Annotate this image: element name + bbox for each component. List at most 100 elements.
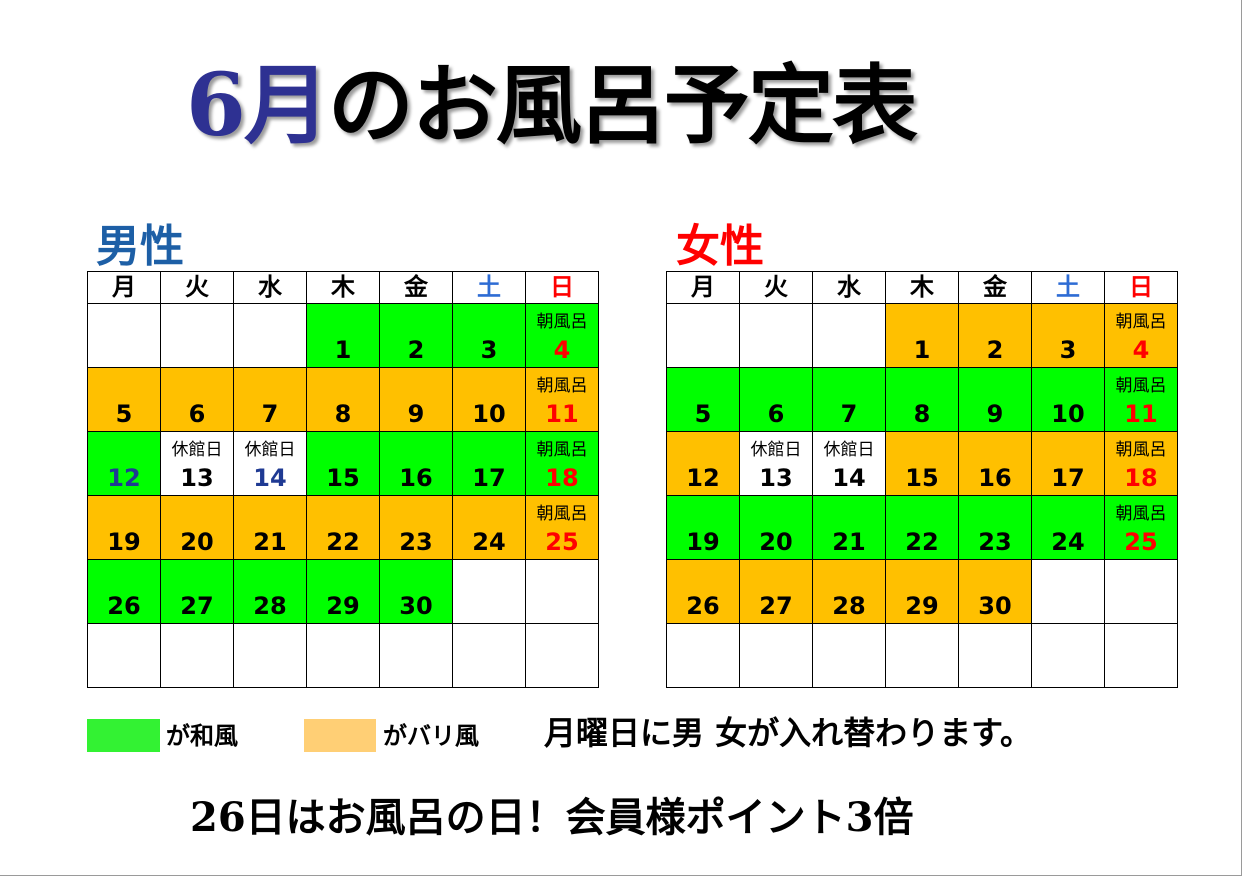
calendar-day-cell: 3	[452, 303, 526, 368]
calendar-day-cell	[812, 623, 886, 688]
day-number: 27	[180, 592, 214, 620]
day-number: 12	[686, 464, 720, 492]
calendar-week-row: 12 休館日 13 休館日 14 15 16 17 朝風呂 18	[666, 431, 1178, 496]
calendar-day-cell	[812, 303, 886, 368]
day-number: 23	[978, 528, 1012, 556]
women-calendar: 月火水木金土日 1 2 3 朝風呂 4 5 6 7 8 9 10 朝風呂 11 12 休館日 13 休館日 14 15…	[666, 271, 1178, 688]
day-note: 休館日	[244, 440, 296, 460]
women-calendar-label: 女性	[676, 221, 764, 272]
calendar-day-cell: 28	[233, 559, 307, 624]
calendar-day-cell: 朝風呂 18	[525, 431, 599, 496]
calendar-day-cell	[525, 559, 599, 624]
legend-green-swatch	[87, 719, 160, 752]
calendar-day-cell: 16	[379, 431, 453, 496]
day-number: 27	[759, 592, 793, 620]
calendar-day-cell: 休館日 13	[160, 431, 234, 496]
calendar-day-cell: 30	[958, 559, 1032, 624]
weekday-header-cell: 火	[160, 271, 234, 304]
calendar-day-cell: 10	[452, 367, 526, 432]
weekday-header-cell: 月	[87, 271, 161, 304]
calendar-day-cell: 22	[306, 495, 380, 560]
weekday-label: 水	[258, 273, 282, 301]
calendar-week-row: 19 20 21 22 23 24 朝風呂 25	[87, 495, 599, 560]
day-number: 15	[905, 464, 939, 492]
day-number: 4	[1132, 336, 1150, 364]
men-calendar-label: 男性	[96, 221, 184, 272]
calendar-day-cell: 15	[885, 431, 959, 496]
day-number: 10	[1051, 400, 1085, 428]
day-number: 15	[326, 464, 360, 492]
men-calendar: 月火水木金土日 1 2 3 朝風呂 4 5 6 7 8 9 10 朝風呂 11 12 休館日 13 休館日 14 15…	[87, 271, 599, 688]
weekday-header-cell: 木	[885, 271, 959, 304]
day-number: 24	[1051, 528, 1085, 556]
day-note: 朝風呂	[1115, 312, 1167, 332]
day-number: 19	[107, 528, 141, 556]
weekday-label: 火	[185, 273, 209, 301]
calendar-week-row: 26 27 28 29 30	[87, 559, 599, 624]
day-number: 14	[832, 464, 866, 492]
calendar-day-cell: 朝風呂 11	[525, 367, 599, 432]
day-number: 28	[253, 592, 287, 620]
calendar-day-cell: 6	[160, 367, 234, 432]
calendar-day-cell: 9	[379, 367, 453, 432]
calendar-day-cell: 26	[666, 559, 740, 624]
day-number: 21	[253, 528, 287, 556]
day-number: 9	[986, 400, 1004, 428]
calendar-day-cell: 22	[885, 495, 959, 560]
day-number: 17	[1051, 464, 1085, 492]
day-number: 11	[545, 400, 579, 428]
day-number: 5	[115, 400, 133, 428]
day-number: 13	[180, 464, 214, 492]
calendar-day-cell	[87, 623, 161, 688]
calendar-week-row	[666, 623, 1178, 688]
calendar-day-cell	[666, 303, 740, 368]
calendar-day-cell: 1	[885, 303, 959, 368]
day-number: 20	[180, 528, 214, 556]
day-number: 1	[913, 336, 931, 364]
title-month: 6月	[186, 55, 330, 156]
day-number: 14	[253, 464, 287, 492]
calendar-day-cell: 16	[958, 431, 1032, 496]
calendar-day-cell: 7	[812, 367, 886, 432]
legend-orange-label: がバリ風	[383, 722, 479, 750]
weekday-label: 木	[910, 273, 934, 301]
calendar-day-cell: 29	[885, 559, 959, 624]
weekday-label: 日	[550, 273, 574, 301]
calendar-day-cell: 朝風呂 25	[525, 495, 599, 560]
day-number: 21	[832, 528, 866, 556]
day-note: 休館日	[823, 440, 875, 460]
day-note: 朝風呂	[536, 440, 588, 460]
calendar-day-cell: 19	[666, 495, 740, 560]
calendar-day-cell	[306, 623, 380, 688]
day-number: 26	[686, 592, 720, 620]
day-number: 25	[545, 528, 579, 556]
calendar-week-row: 12 休館日 13 休館日 14 15 16 17 朝風呂 18	[87, 431, 599, 496]
day-number: 6	[188, 400, 206, 428]
weekday-label: 水	[837, 273, 861, 301]
calendar-day-cell	[739, 623, 813, 688]
calendar-day-cell: 2	[958, 303, 1032, 368]
calendar-week-row: 5 6 7 8 9 10 朝風呂 11	[87, 367, 599, 432]
day-number: 9	[407, 400, 425, 428]
day-number: 7	[261, 400, 279, 428]
day-number: 7	[840, 400, 858, 428]
calendar-day-cell: 24	[1031, 495, 1105, 560]
calendar-day-cell: 10	[1031, 367, 1105, 432]
calendar-day-cell: 休館日 14	[812, 431, 886, 496]
calendar-day-cell: 26	[87, 559, 161, 624]
calendar-day-cell	[1031, 559, 1105, 624]
day-number: 18	[545, 464, 579, 492]
day-note: 朝風呂	[1115, 440, 1167, 460]
weekday-label: 月	[112, 273, 136, 301]
weekday-label: 金	[404, 273, 428, 301]
calendar-day-cell: 24	[452, 495, 526, 560]
calendar-day-cell	[379, 623, 453, 688]
day-number: 13	[759, 464, 793, 492]
calendar-day-cell	[525, 623, 599, 688]
weekday-header-cell: 月	[666, 271, 740, 304]
calendar-day-cell	[1104, 559, 1178, 624]
calendar-day-cell: 9	[958, 367, 1032, 432]
calendar-day-cell	[1104, 623, 1178, 688]
calendar-week-row: 5 6 7 8 9 10 朝風呂 11	[666, 367, 1178, 432]
calendar-day-cell: 8	[885, 367, 959, 432]
